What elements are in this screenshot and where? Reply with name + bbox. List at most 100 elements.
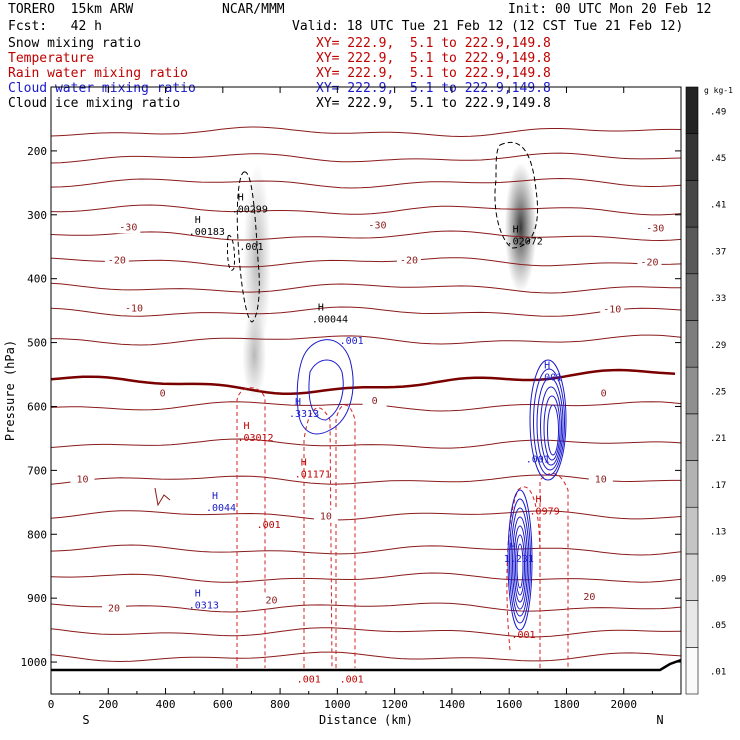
- south-endpoint-label: S: [82, 713, 89, 727]
- temperature-label: -30: [368, 220, 386, 231]
- max-marker-h: H: [243, 421, 249, 432]
- temperature-isotherm: [50, 510, 682, 521]
- temperature-label-bg: [259, 593, 284, 607]
- cloud-water-contour-east-upper: [529, 359, 567, 481]
- contour-label: .001: [526, 455, 550, 466]
- max-value-label: .001: [538, 372, 562, 383]
- model-title: TORERO 15km ARW: [8, 2, 134, 17]
- colorbar-cell: [685, 180, 699, 228]
- temperature-label: 0: [160, 388, 166, 399]
- max-value-label: .0979: [530, 507, 560, 518]
- colorbar-label: .49: [710, 107, 726, 117]
- temperature-label-bg: [588, 472, 613, 486]
- max-marker-h: H: [544, 360, 550, 371]
- temperature-label: 10: [76, 475, 88, 486]
- y-tick-label: 1000: [21, 656, 48, 669]
- temperature-label: -10: [603, 305, 621, 316]
- temperature-isotherm-kink: [154, 487, 171, 507]
- temperature-label-bg: [122, 301, 147, 315]
- max-marker-h: H: [212, 491, 218, 502]
- cloud-water-contour-east-lower: [512, 516, 528, 610]
- max-marker-h: H: [295, 397, 301, 408]
- temperature-isotherm: [50, 152, 682, 164]
- max-marker-h: H: [536, 495, 542, 506]
- colorbar-unit: g kg-1: [704, 86, 733, 95]
- colorbar-cell: [685, 460, 699, 508]
- colorbar-label: .13: [710, 528, 726, 538]
- temperature-label-bg: [102, 601, 126, 615]
- legend-snow-label: Snow mixing ratio: [8, 36, 142, 51]
- cloud-water-contour-east-upper: [547, 404, 559, 456]
- colorbar-cell: [685, 320, 699, 368]
- max-value-label: 1.231: [504, 554, 534, 565]
- x-tick-label: 1200: [381, 698, 408, 711]
- rain-contour-west: [236, 387, 266, 668]
- colorbar-cell: [685, 647, 699, 695]
- cloud-water-contour-east-lower: [509, 498, 531, 624]
- cloud-ice-contour-west-small: [227, 234, 235, 271]
- colorbar-label: .17: [710, 481, 726, 491]
- cloud-ice-contour-west: [236, 171, 260, 323]
- legend-cloud-ice-label: Cloud ice mixing ratio: [8, 96, 181, 111]
- colorbar-label: .41: [710, 201, 726, 211]
- legend-cloud-water-xy: XY= 222.9, 5.1 to 222.9,149.8: [316, 81, 551, 96]
- y-tick-label: 700: [27, 464, 47, 477]
- cloud-water-contour-east-lower: [510, 507, 530, 617]
- y-tick-label: 300: [27, 209, 47, 222]
- max-marker-h: H: [318, 302, 324, 313]
- temperature-isotherm: [50, 257, 682, 268]
- max-marker-h: H: [301, 458, 307, 469]
- valid-time: Valid: 18 UTC Tue 21 Feb 12 (12 CST Tue …: [292, 19, 684, 34]
- x-tick-label: 0: [48, 698, 55, 711]
- colorbar-cell: [685, 273, 699, 321]
- forecast-hour: Fcst: 42 h: [8, 19, 102, 34]
- colorbar-label: .45: [710, 154, 726, 164]
- y-axis-label: Pressure (hPa): [3, 340, 17, 441]
- contour-label: .001: [239, 242, 263, 253]
- cloud-water-contour-east-upper: [540, 386, 562, 466]
- colorbar-label: .25: [710, 388, 726, 398]
- temperature-isotherm: [50, 438, 682, 449]
- max-marker-h: H: [513, 224, 519, 235]
- temperature-label: -20: [640, 257, 658, 268]
- x-tick-label: 800: [270, 698, 290, 711]
- colorbar-label: .29: [710, 341, 726, 351]
- cloud-water-contour-east-lower: [516, 543, 524, 589]
- max-value-label: .0044: [206, 503, 236, 514]
- colorbar-cell: [685, 366, 699, 415]
- max-value-label: .00183: [189, 227, 225, 238]
- max-value-label: .01171: [295, 470, 331, 481]
- colorbar-cell: [685, 226, 699, 275]
- temperature-label-bg: [396, 253, 421, 267]
- temperature-label: -20: [108, 256, 126, 267]
- max-value-label: .02072: [507, 236, 543, 247]
- temperature-label: -20: [400, 256, 418, 267]
- legend-snow-xy: XY= 222.9, 5.1 to 222.9,149.8: [316, 36, 551, 51]
- temperature-label-bg: [600, 302, 625, 316]
- temperature-label-bg: [116, 220, 141, 234]
- contour-label: .001: [257, 520, 281, 531]
- x-tick-label: 2000: [610, 698, 637, 711]
- temperature-label-bg: [365, 218, 390, 232]
- temperature-label: 0: [372, 396, 378, 407]
- colorbar-cell: [685, 600, 699, 648]
- legend-rain-label: Rain water mixing ratio: [8, 66, 189, 81]
- temperature-isotherm: [50, 544, 682, 556]
- temperature-label: 20: [583, 592, 595, 603]
- temperature-label: 10: [595, 475, 607, 486]
- max-value-label: .03012: [237, 433, 273, 444]
- max-value-label: .00044: [312, 314, 348, 325]
- contour-label: .001: [297, 674, 321, 685]
- contour-label: .001: [340, 336, 364, 347]
- colorbar-label: .21: [710, 434, 726, 444]
- temperature-isotherm: [50, 230, 682, 242]
- x-tick-label: 200: [98, 698, 118, 711]
- x-tick-label: 600: [213, 698, 233, 711]
- colorbar-cell: [685, 413, 699, 461]
- colorbar-cell: [685, 553, 699, 601]
- contour-label: .001: [511, 630, 535, 641]
- temperature-label-bg: [150, 386, 175, 400]
- rain-contour-east: [506, 486, 541, 668]
- x-tick-label: 1800: [553, 698, 580, 711]
